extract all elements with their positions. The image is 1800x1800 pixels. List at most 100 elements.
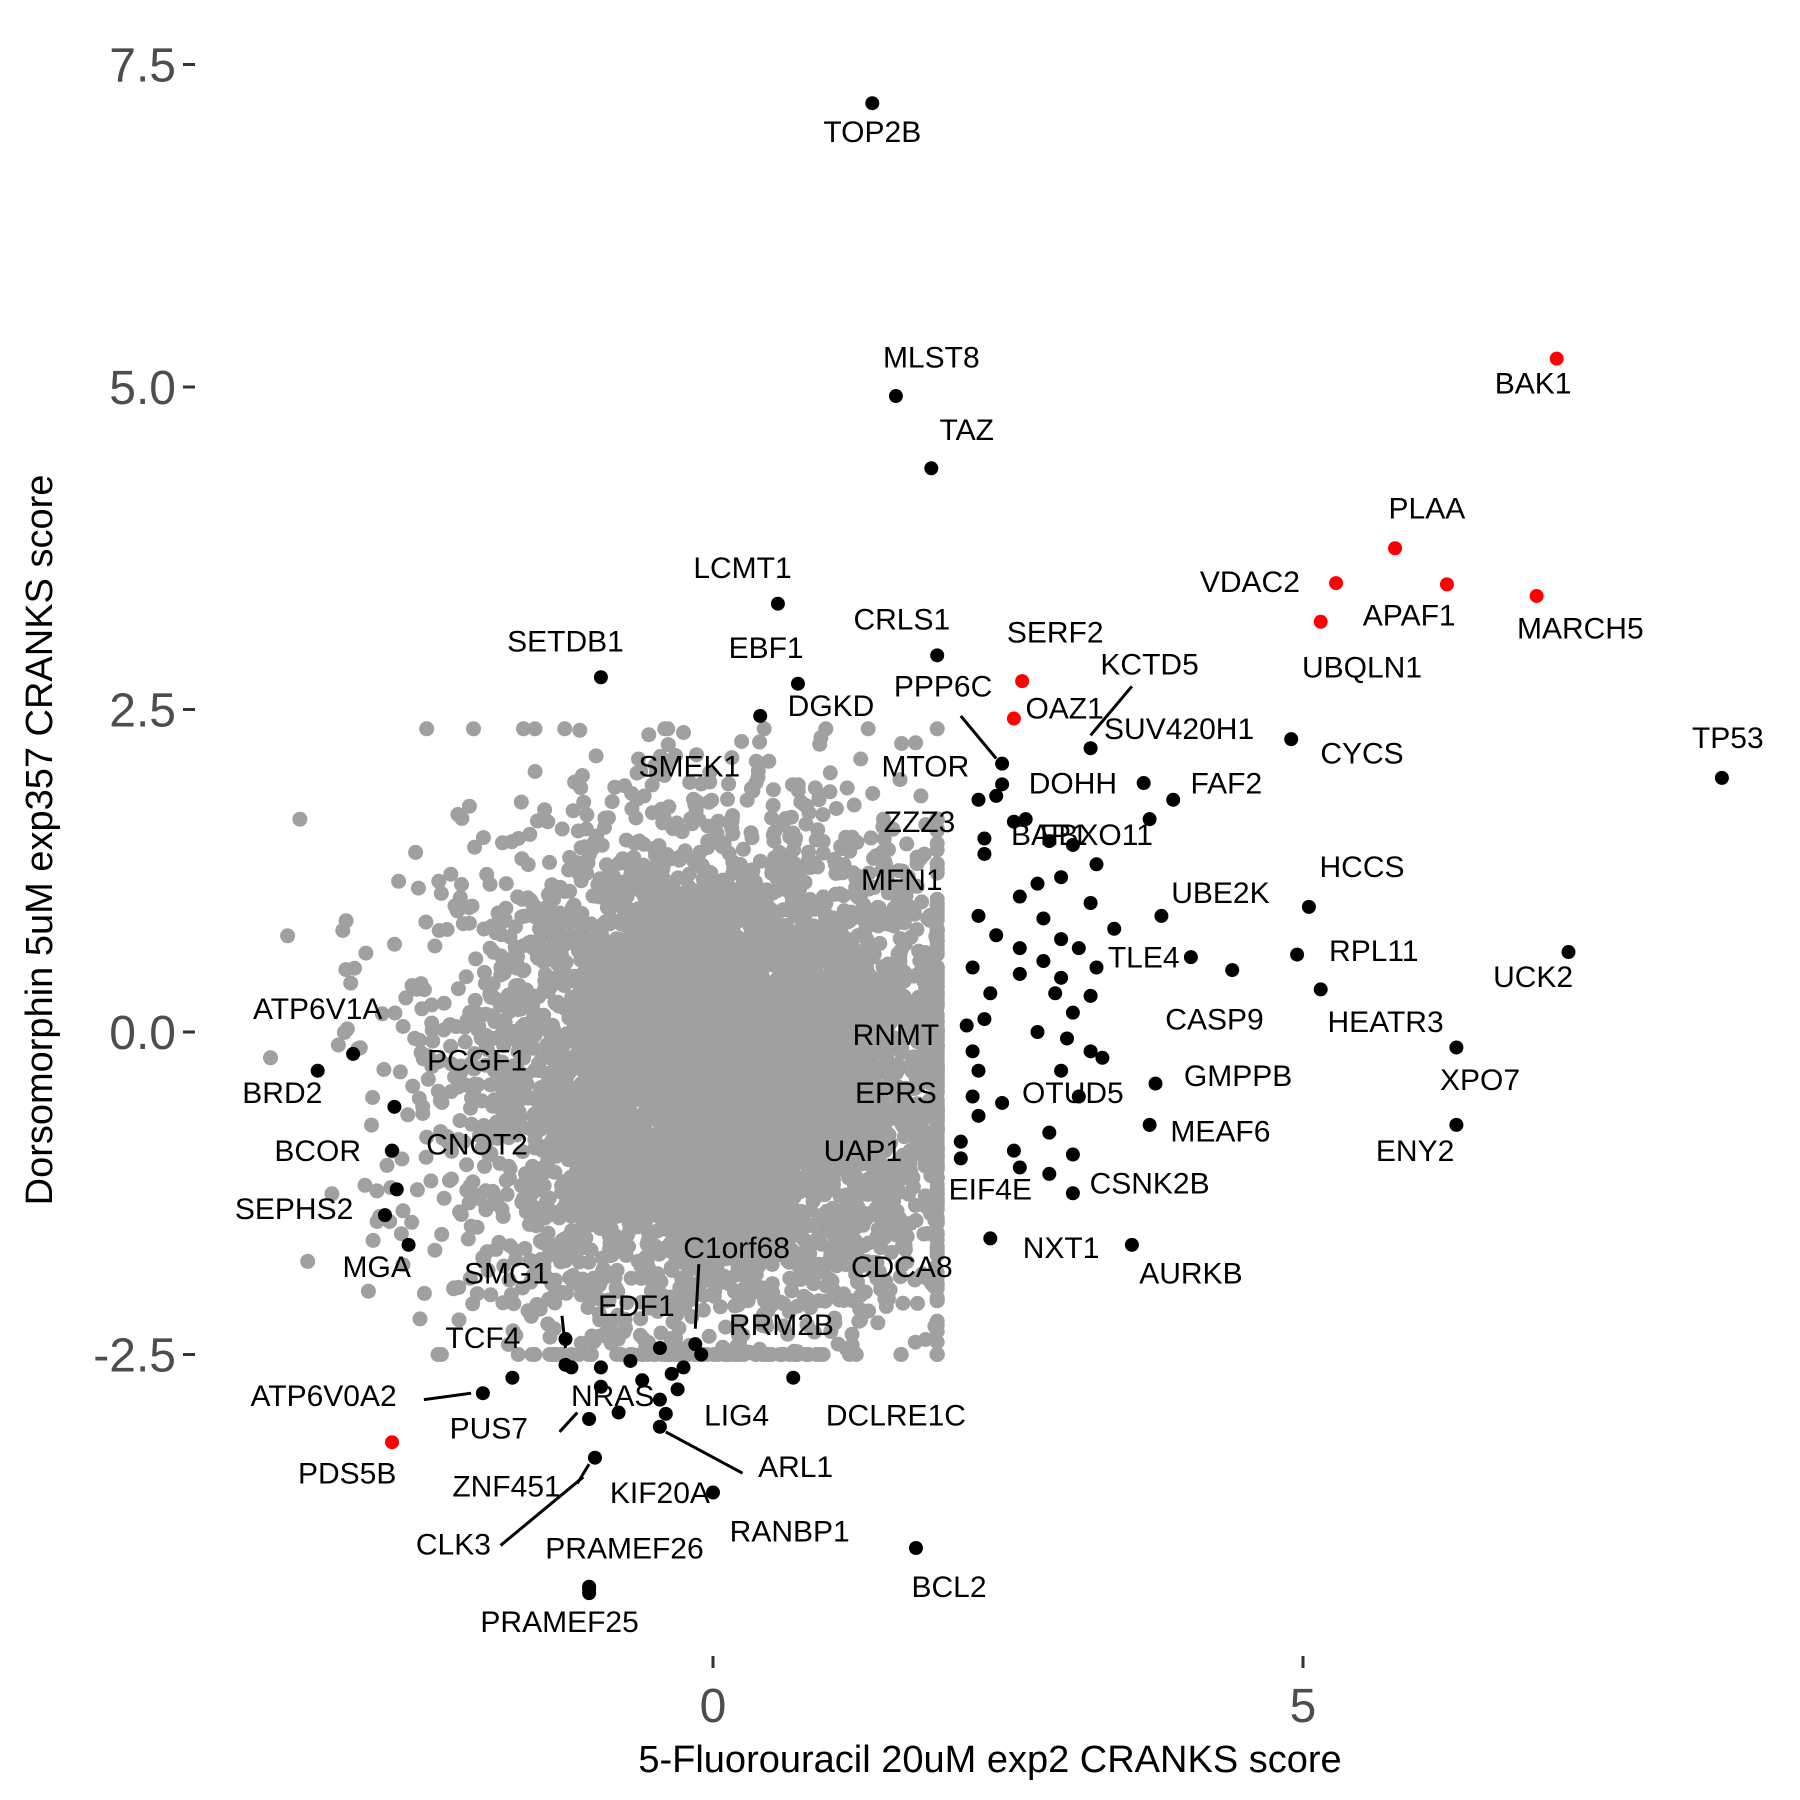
background-point <box>618 1247 634 1263</box>
background-point <box>394 1151 410 1167</box>
background-point <box>507 939 523 955</box>
background-point <box>795 1259 811 1275</box>
background-point <box>439 922 455 937</box>
background-point <box>815 845 831 861</box>
background-point <box>908 735 924 751</box>
background-point <box>907 1272 923 1288</box>
background-point <box>892 1269 908 1285</box>
background-point <box>580 1300 596 1315</box>
background-point <box>527 1347 543 1362</box>
background-point <box>443 866 459 882</box>
background-point <box>623 1270 639 1286</box>
background-point <box>836 857 852 872</box>
background-point <box>423 1173 439 1189</box>
background-point <box>903 929 919 945</box>
background-point <box>929 842 945 858</box>
background-point <box>681 866 697 882</box>
background-point <box>431 873 447 889</box>
background-point <box>857 1284 873 1300</box>
background-point <box>430 1083 446 1099</box>
background-point <box>554 821 570 837</box>
background-point <box>496 1258 512 1274</box>
background-point <box>818 895 834 911</box>
background-point <box>646 840 662 856</box>
background-point <box>483 1287 499 1303</box>
background-point <box>433 885 449 901</box>
background-point <box>557 721 573 737</box>
background-point <box>415 1106 431 1121</box>
background-point <box>822 784 838 800</box>
background-point <box>365 1232 381 1248</box>
background-point <box>830 1336 846 1352</box>
background-point <box>618 1320 633 1336</box>
background-point <box>358 945 374 961</box>
background-point <box>910 1295 925 1311</box>
background-point <box>724 750 740 766</box>
background-point <box>744 885 760 901</box>
background-point <box>899 1254 915 1270</box>
background-point <box>462 1270 478 1286</box>
background-point <box>669 815 685 831</box>
background-point <box>641 727 657 743</box>
background-point <box>547 1295 563 1311</box>
background-point <box>376 1062 392 1077</box>
background-point <box>628 810 644 826</box>
background-point <box>926 946 942 962</box>
background-point <box>778 810 794 826</box>
background-point <box>424 1015 440 1031</box>
background-point <box>508 1327 524 1343</box>
background-point <box>841 1347 857 1362</box>
background-point <box>280 928 296 944</box>
background-point <box>446 1280 462 1296</box>
background-point <box>590 1000 606 1015</box>
background-point <box>790 777 806 793</box>
background-point <box>461 798 477 814</box>
background-point <box>653 801 669 817</box>
background-point <box>701 1328 717 1344</box>
background-point <box>459 1157 475 1173</box>
background-point <box>929 1334 945 1350</box>
background-point <box>540 898 556 914</box>
background-point <box>529 1297 545 1312</box>
background-point <box>706 1288 722 1304</box>
background-point <box>510 889 526 905</box>
background-point <box>676 725 691 740</box>
background-point <box>452 1113 468 1129</box>
background-point <box>807 780 823 796</box>
background-point <box>412 1032 427 1048</box>
background-point <box>475 830 491 846</box>
background-point <box>586 1334 602 1350</box>
background-point <box>802 860 818 876</box>
background-point <box>542 1329 558 1345</box>
background-point <box>464 1116 480 1132</box>
background-point <box>510 831 526 846</box>
background-point <box>498 876 514 892</box>
background-point <box>433 1347 449 1362</box>
background-point <box>918 817 934 833</box>
background-point <box>735 841 751 857</box>
background-point <box>490 905 506 921</box>
background-point <box>655 815 671 831</box>
background-point <box>522 826 538 842</box>
background-point <box>481 1147 497 1163</box>
background-point <box>828 801 844 816</box>
background-point <box>575 1240 591 1256</box>
background-point <box>404 1214 420 1230</box>
background-point <box>597 1293 613 1309</box>
background-point <box>450 981 466 997</box>
background-point <box>513 794 529 810</box>
background-point <box>392 1064 408 1080</box>
background-point <box>895 1295 911 1311</box>
background-point <box>565 803 581 819</box>
background-point <box>604 794 620 810</box>
background-point <box>617 778 633 794</box>
background-point <box>929 823 945 839</box>
background-point <box>369 1183 385 1199</box>
background-point <box>443 1084 459 1100</box>
background-point <box>626 878 642 894</box>
background-point <box>907 1334 923 1350</box>
background-point <box>357 1177 373 1193</box>
background-point <box>520 857 536 873</box>
background-point <box>734 734 750 749</box>
background-point <box>427 938 443 954</box>
